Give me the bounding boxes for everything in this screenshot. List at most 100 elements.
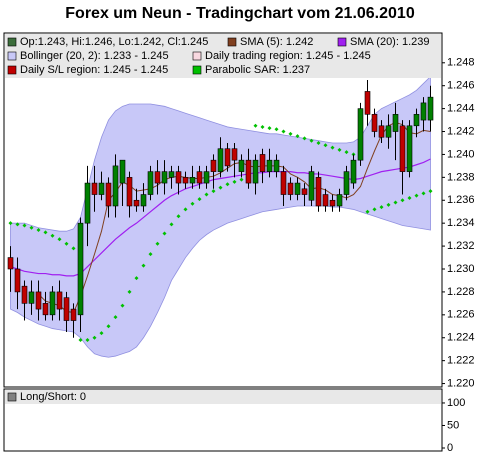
legend-label: Parabolic SAR: 1.237 <box>205 64 310 76</box>
candle-body <box>14 268 21 293</box>
sar-dot <box>267 126 272 131</box>
sar-dot <box>120 303 125 308</box>
y-tick-label: 0 <box>447 442 453 454</box>
sar-dot <box>414 193 419 198</box>
sar-dot <box>169 222 174 227</box>
legend-swatch <box>192 65 202 75</box>
candle-body <box>210 159 217 172</box>
candle-body <box>105 182 112 207</box>
sar-dot <box>50 233 55 238</box>
candle-body <box>91 182 98 195</box>
sar-dot <box>323 143 328 148</box>
legend-label: SMA (20): 1.239 <box>350 36 430 48</box>
sar-dot <box>113 315 118 320</box>
candle-body <box>126 177 133 207</box>
sar-dot <box>379 205 384 210</box>
y-tick-label: 1.244 <box>447 103 475 115</box>
sar-dot <box>337 147 342 152</box>
y-tick-label: 1.246 <box>447 80 475 92</box>
sar-dot <box>260 124 265 129</box>
candle-body <box>84 182 91 224</box>
y-tick-label: 100 <box>447 397 465 409</box>
legend-swatch <box>7 65 17 75</box>
candle-body <box>406 125 413 172</box>
sar-dot <box>8 221 13 226</box>
candle-body <box>140 194 147 207</box>
sar-dot <box>428 189 433 194</box>
candle-body <box>238 159 245 172</box>
candle-body <box>343 171 350 195</box>
candle-body <box>63 297 70 321</box>
sar-dot <box>204 192 209 197</box>
candle-body <box>329 199 336 207</box>
sar-dot <box>85 338 90 343</box>
y-tick-label: 1.234 <box>447 217 475 229</box>
legend-label: Op:1.243, Hi:1.246, Lo:1.242, Cl:1.245 <box>20 36 208 48</box>
sar-dot <box>190 201 195 206</box>
sar-dot <box>274 127 279 132</box>
sar-dot <box>29 225 34 230</box>
legend-swatch <box>192 51 202 61</box>
sar-dot <box>400 198 405 203</box>
sar-dot <box>155 241 160 246</box>
y-tick-label: 1.224 <box>447 332 475 344</box>
sar-dot <box>239 177 244 182</box>
candle-body <box>413 114 420 127</box>
sar-dot <box>148 252 153 257</box>
candle-body <box>336 194 343 207</box>
sar-dot <box>218 185 223 190</box>
candle-body <box>112 165 119 207</box>
sar-dot <box>134 276 139 281</box>
sar-dot <box>253 123 258 128</box>
candle-body <box>231 148 238 161</box>
candle-body <box>175 171 182 184</box>
sar-dot <box>99 331 104 336</box>
y-tick-label: 50 <box>447 419 459 431</box>
y-tick-label: 1.222 <box>447 355 475 367</box>
sar-dot <box>57 237 62 242</box>
candle-body <box>182 177 189 184</box>
legend-swatch <box>7 37 17 47</box>
sar-dot <box>302 136 307 141</box>
candle-body <box>77 222 84 316</box>
y-tick-label: 1.232 <box>447 240 475 252</box>
sar-dot <box>288 131 293 136</box>
legend-label: Long/Short: 0 <box>20 391 86 403</box>
sar-dot <box>232 179 237 184</box>
candle-body <box>294 182 301 195</box>
candle-body <box>420 102 427 121</box>
candle-body <box>287 182 294 195</box>
sar-dot <box>92 335 97 340</box>
legend-swatch <box>337 37 347 47</box>
sar-dot <box>141 263 146 268</box>
candle-body <box>49 291 56 316</box>
candle-body <box>322 194 329 207</box>
legend-swatch <box>7 51 17 61</box>
legend-background <box>5 34 441 78</box>
sar-dot <box>43 230 48 235</box>
legend-label: SMA (5): 1.242 <box>240 36 313 48</box>
legend-label: Daily trading region: 1.245 - 1.245 <box>205 50 371 62</box>
sar-dot <box>372 207 377 212</box>
legend-label: Bollinger (20, 2): 1.233 - 1.245 <box>20 50 169 62</box>
plot: 1.220 1.222 1.224 1.226 1.228 1.230 1.232 1.234… <box>7 57 475 454</box>
sar-dot <box>71 246 76 251</box>
y-tick-label: 1.230 <box>447 263 475 275</box>
candle-body <box>189 177 196 184</box>
sar-dot <box>225 182 230 187</box>
sar-dot <box>106 324 111 329</box>
candle-body <box>56 291 63 310</box>
sar-dot <box>386 202 391 207</box>
candle-body <box>147 171 154 195</box>
candle-body <box>308 171 315 201</box>
candle-body <box>133 199 140 207</box>
sar-dot <box>316 140 321 145</box>
candle-body <box>357 108 364 161</box>
candle-body <box>196 171 203 184</box>
candle-body <box>378 125 385 138</box>
candle-body <box>35 291 42 310</box>
sar-dot <box>344 150 349 155</box>
candle-body <box>280 171 287 195</box>
sar-dot <box>78 338 83 343</box>
